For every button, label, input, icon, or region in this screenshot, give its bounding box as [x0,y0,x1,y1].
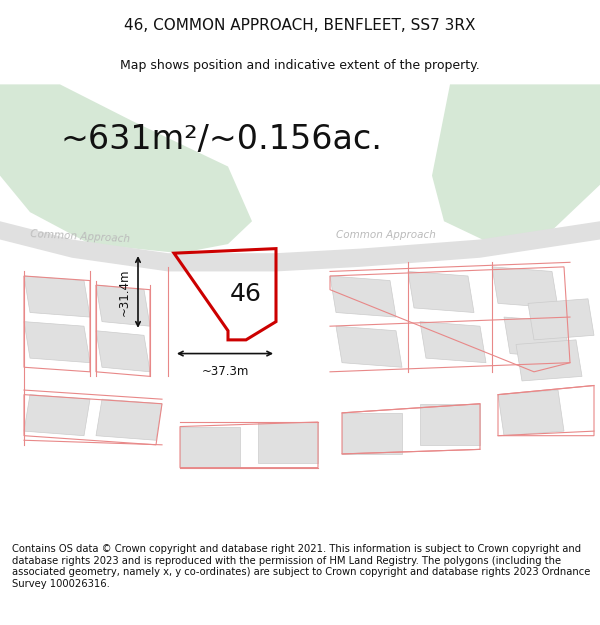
Polygon shape [96,331,150,372]
Polygon shape [420,404,480,445]
Polygon shape [420,322,486,362]
Text: 46, COMMON APPROACH, BENFLEET, SS7 3RX: 46, COMMON APPROACH, BENFLEET, SS7 3RX [124,18,476,32]
Text: ~31.4m: ~31.4m [118,268,131,316]
Text: Common Approach: Common Approach [336,229,436,239]
Polygon shape [96,285,150,326]
Polygon shape [0,221,600,271]
Polygon shape [342,413,402,454]
Polygon shape [0,84,252,253]
Polygon shape [330,276,396,317]
Polygon shape [528,299,594,340]
Polygon shape [408,271,474,312]
Text: Map shows position and indicative extent of the property.: Map shows position and indicative extent… [120,59,480,72]
Polygon shape [492,267,558,308]
Polygon shape [258,422,318,463]
Polygon shape [180,426,240,468]
Polygon shape [336,326,402,367]
Polygon shape [24,322,90,362]
Text: ~37.3m: ~37.3m [202,365,248,378]
Polygon shape [432,84,600,244]
Text: 46: 46 [230,282,262,306]
Text: ~631m²/~0.156ac.: ~631m²/~0.156ac. [61,122,383,156]
Polygon shape [24,276,90,317]
Polygon shape [498,390,564,436]
Polygon shape [504,317,570,358]
Text: Common Approach: Common Approach [30,229,130,244]
Text: Contains OS data © Crown copyright and database right 2021. This information is : Contains OS data © Crown copyright and d… [12,544,590,589]
Polygon shape [24,394,90,436]
Polygon shape [96,399,162,440]
Polygon shape [516,340,582,381]
